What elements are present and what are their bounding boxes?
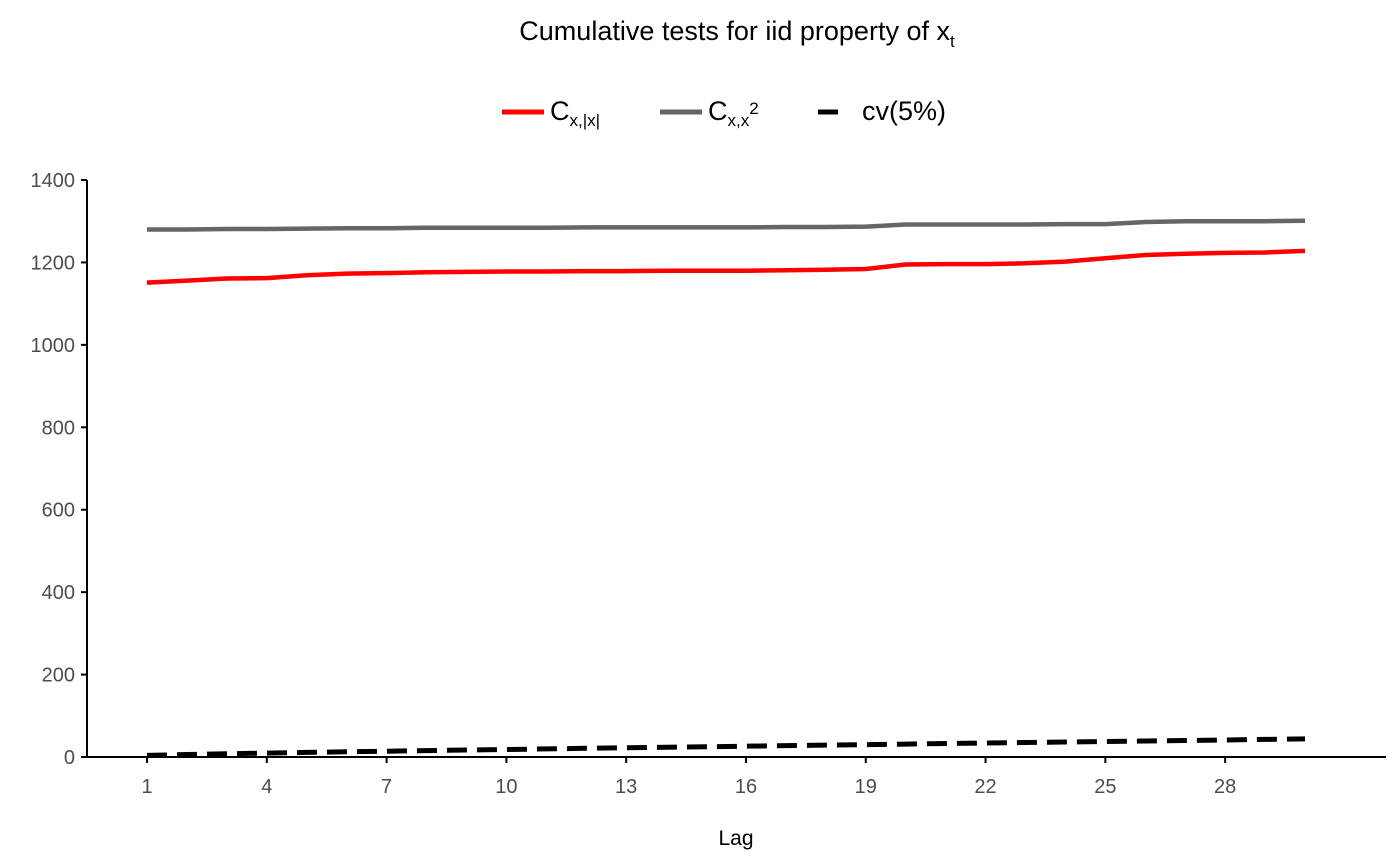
y-tick-label: 1000 (31, 335, 76, 357)
x-tick-label: 16 (735, 776, 757, 798)
y-tick-label: 400 (42, 582, 75, 604)
legend-label-c-abs: Cx,|x| (550, 96, 600, 130)
x-tick-label: 1 (141, 776, 152, 798)
x-tick-label: 13 (615, 776, 637, 798)
legend-label-c-sq-sub: x,x (728, 111, 750, 130)
legend-label-cv: cv(5%) (862, 96, 946, 126)
series-lines (146, 218, 1306, 758)
x-tick-label: 28 (1214, 776, 1236, 798)
y-tick-label: 1200 (31, 252, 76, 274)
legend-label-c-sq-sup: 2 (749, 99, 758, 118)
legend-label-c-sq-base: C (708, 96, 728, 126)
legend-label-c-sq: Cx,x2 (708, 96, 759, 130)
x-tick-label: 7 (381, 776, 392, 798)
legend: Cx,|x| Cx,x2 cv(5%) (502, 96, 946, 130)
y-axis-ticks: 0 200 400 600 800 1000 1200 1400 (31, 170, 87, 769)
y-tick-label: 0 (64, 747, 75, 769)
y-tick-label: 600 (42, 500, 75, 522)
chart-title-subscript: t (950, 32, 955, 51)
series-line-cv (146, 736, 1306, 758)
series-line-c_sq (147, 218, 1306, 232)
legend-label-c-abs-base: C (550, 96, 570, 126)
legend-label-c-abs-sub: x,|x| (570, 111, 601, 130)
chart-title: Cumulative tests for iid property of xt (519, 16, 955, 51)
x-axis-ticks: 1 4 7 10 13 16 19 22 25 28 (141, 757, 1236, 798)
x-axis-title: Lag (718, 827, 753, 850)
y-tick-label: 1400 (31, 170, 76, 192)
x-tick-label: 25 (1094, 776, 1116, 798)
x-tick-label: 10 (495, 776, 517, 798)
chart-title-main: Cumulative tests for iid property of x (519, 16, 950, 46)
y-tick-label: 800 (42, 417, 75, 439)
series-line-c_abs (146, 248, 1306, 285)
y-tick-label: 200 (42, 665, 75, 687)
x-tick-label: 22 (974, 776, 996, 798)
x-tick-label: 19 (855, 776, 877, 798)
x-tick-label: 4 (261, 776, 272, 798)
